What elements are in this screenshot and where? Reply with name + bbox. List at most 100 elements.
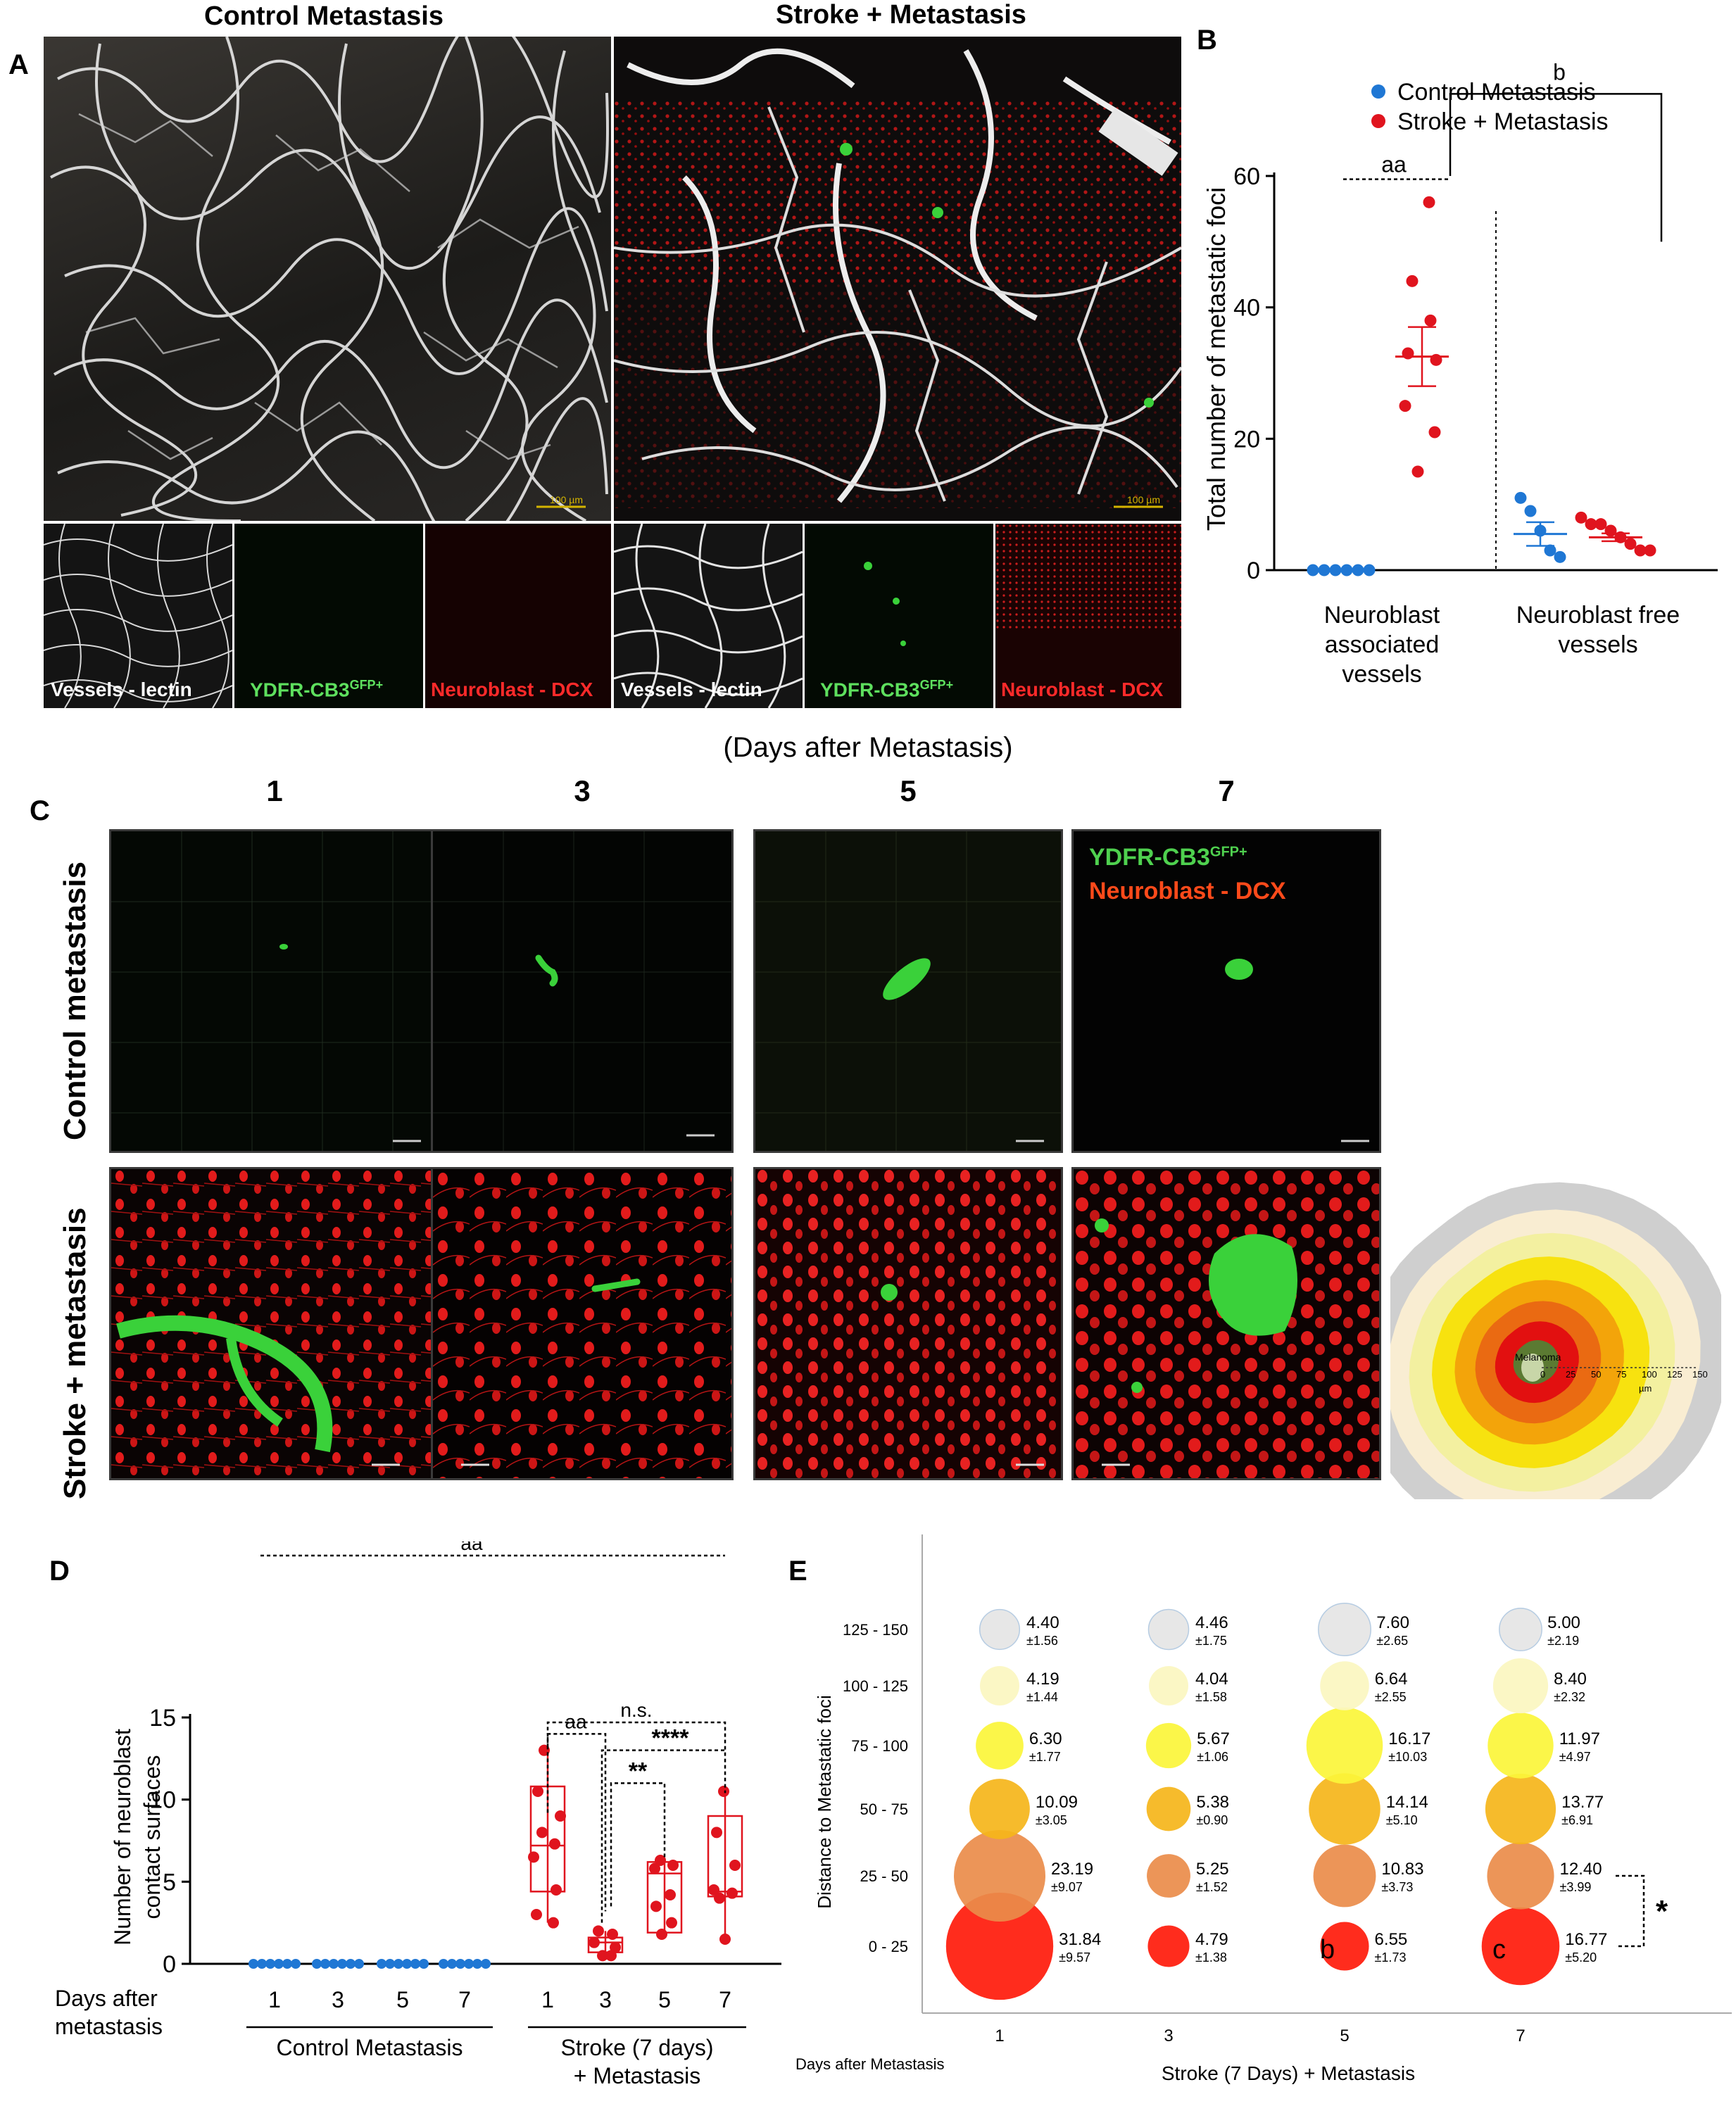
data-point [472,1959,482,1969]
data-point [650,1900,662,1912]
gfp-spots [864,562,906,646]
data-point [665,1889,676,1900]
y-tick-label: 0 - 25 [869,1938,908,1955]
bubble-value: 4.79 [1195,1930,1228,1949]
significance-bracket-ns [546,1721,727,1813]
control-dcx-thumbnail: Neuroblast - DCX [425,524,611,708]
distance-tick-label: 150 [1692,1369,1708,1380]
data-point [257,1959,267,1969]
control-day1-image [109,829,440,1153]
data-point [727,1887,738,1899]
panel-letter-e: E [788,1556,807,1587]
bubble [1306,1707,1383,1784]
control-day1-content [111,831,438,1151]
bubble-value: 5.25 [1196,1860,1229,1879]
data-point [385,1959,395,1969]
data-point [714,1892,725,1904]
bubble [1481,1907,1560,1986]
significance-label-b: b [1553,59,1566,84]
x-tick-label: 3 [1164,2026,1173,2045]
y-tick-label: 0 [1247,557,1260,584]
x-axis-title: Stroke (7 Days) + Metastasis [1162,2062,1415,2084]
ydfr-superscript: GFP+ [919,677,954,692]
bubble [953,1829,1046,1922]
data-point [1363,564,1376,576]
data-point [1544,544,1556,557]
bubble [1492,1658,1549,1714]
bubble [1487,1842,1554,1910]
significance-bracket-2star [610,1782,666,1907]
data-point [1634,544,1647,557]
significance-label: b [1320,1935,1335,1965]
data-point [711,1827,722,1839]
bubble-error: ±1.75 [1195,1634,1227,1648]
day-label: 5 [658,1987,671,2012]
melanoma-label: Melanoma [1515,1351,1561,1363]
bubble-error: ±1.58 [1195,1690,1227,1704]
x-caption: Days after Metastasis [795,2055,945,2073]
ydfr-label: YDFR-CB3GFP+ [250,678,383,701]
y-tick-label: 20 [1233,426,1260,453]
group-label-control: Control Metastasis [277,2035,463,2060]
data-point [329,1959,339,1969]
bubble-value: 6.30 [1029,1729,1062,1748]
bubble [1146,1786,1191,1831]
bubble [1145,1722,1192,1769]
data-point [605,1950,617,1962]
distance-unit: µm [1639,1383,1652,1394]
significance-label: ** [629,1758,648,1784]
y-tick-label: 0 [163,1951,176,1978]
data-point [1411,465,1424,478]
data-point [597,1950,608,1962]
data-point [666,1917,677,1929]
bubble-value: 4.19 [1026,1670,1059,1689]
stroke-day5-image [753,1167,1063,1480]
bubble-value: 4.04 [1195,1670,1228,1689]
control-gfp-thumbnail: YDFR-CB3GFP+ [234,524,423,708]
bubble [969,1779,1030,1839]
legend-ydfr-text: YDFR-CB3 [1089,844,1210,871]
bubble-error: ±2.55 [1375,1690,1407,1704]
bubble [980,1666,1019,1705]
significance-label: n.s. [620,1699,652,1721]
data-point [549,1838,560,1850]
data-point [1595,518,1607,531]
data-point [481,1959,491,1969]
panel-letter-c: C [30,795,50,826]
data-point [1644,544,1656,557]
data-point [589,1936,600,1948]
panel-a-control-main-image: 100 µm [44,37,611,521]
control-day3-image [431,829,734,1153]
bubble-value: 10.83 [1381,1860,1423,1879]
legend-marker [1371,114,1385,128]
bubble [945,1892,1054,2000]
data-point [1624,538,1637,550]
data-point [655,1855,666,1866]
bubble-error: ±0.90 [1196,1813,1228,1827]
y-tick-label: 5 [163,1869,176,1896]
bubble-error: ±1.44 [1026,1690,1058,1704]
ydfr-text: YDFR-CB3 [250,679,350,700]
significance-label: aa [460,1541,483,1554]
x-caption: metastasis [55,2014,163,2039]
row-title-control: Control metastasis [58,861,92,1140]
bubble-error: ±5.20 [1565,1950,1597,1965]
bubble-value: 4.40 [1026,1613,1059,1632]
day-label: 1 [541,1987,554,2012]
data-point [555,1810,566,1822]
bubble [1320,1661,1369,1710]
bubble-value: 10.09 [1036,1793,1078,1812]
data-point [719,1934,731,1945]
data-point [607,1929,618,1940]
data-point [282,1959,292,1969]
y-tick-label: 75 - 100 [851,1737,908,1755]
data-point [593,1925,604,1937]
legend-label: Stroke + Metastasis [1397,108,1609,135]
y-tick-label: 10 [149,1787,176,1814]
y-tick-label: 100 - 125 [843,1677,908,1695]
bubble-value: 5.00 [1547,1613,1580,1632]
control-vessels-thumbnail: Vessels - lectin [44,524,232,708]
panel-c-day-1: 1 [266,774,283,807]
distance-tick-label: 25 [1566,1369,1575,1380]
bubble-error: ±3.05 [1036,1813,1067,1827]
